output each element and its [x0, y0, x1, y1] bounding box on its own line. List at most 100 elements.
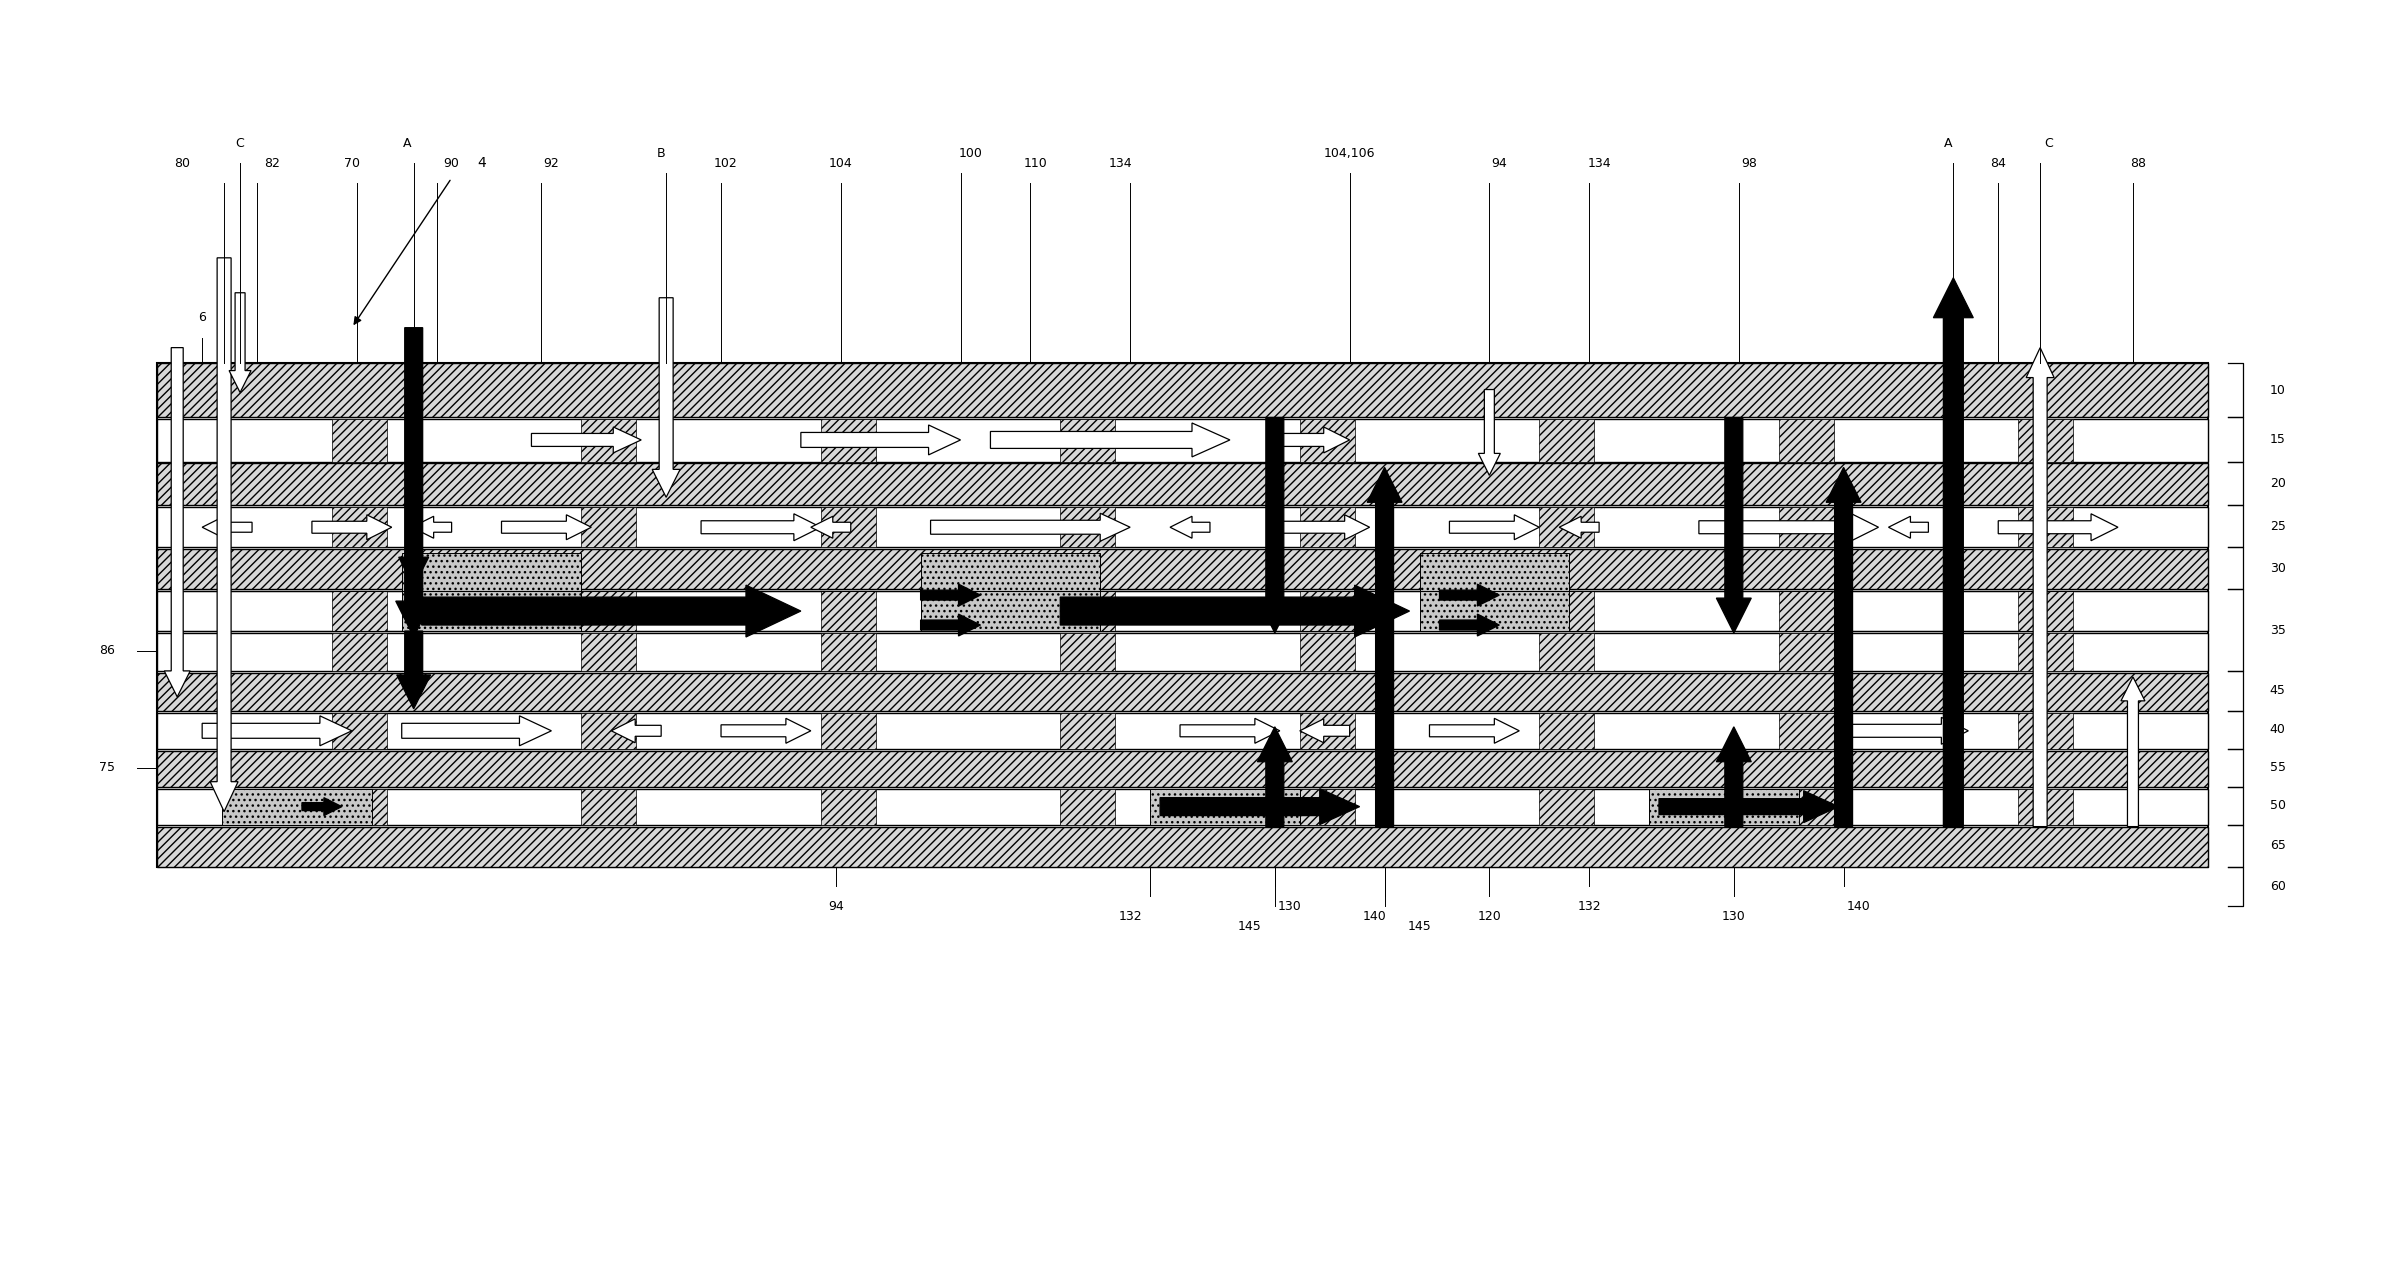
FancyArrow shape — [651, 298, 680, 497]
Bar — [1061, 591, 1116, 631]
Text: 65: 65 — [2271, 839, 2285, 852]
FancyArrow shape — [611, 719, 661, 743]
Text: 90: 90 — [444, 157, 460, 170]
FancyArrow shape — [1848, 718, 1968, 744]
FancyArrow shape — [1450, 515, 1538, 540]
Text: 15: 15 — [2271, 433, 2285, 447]
Bar — [921, 553, 1099, 631]
Text: 60: 60 — [2271, 880, 2285, 893]
Text: 80: 80 — [174, 157, 191, 170]
Bar — [401, 553, 582, 631]
FancyArrow shape — [501, 515, 591, 540]
Text: A: A — [403, 137, 410, 149]
Bar — [820, 633, 875, 670]
FancyArrow shape — [1441, 584, 1500, 607]
Bar — [2018, 591, 2073, 631]
FancyArrow shape — [398, 549, 429, 587]
Bar — [1300, 591, 1355, 631]
Text: 84: 84 — [1991, 157, 2006, 170]
Bar — [1779, 591, 1834, 631]
Text: 40: 40 — [2271, 723, 2285, 737]
FancyArrow shape — [396, 631, 432, 709]
FancyArrow shape — [990, 423, 1231, 457]
Bar — [2018, 419, 2073, 462]
Bar — [157, 464, 2209, 506]
Bar — [332, 507, 386, 548]
Bar — [582, 713, 637, 748]
Bar — [332, 591, 386, 631]
Bar — [157, 789, 2209, 825]
Bar — [1300, 789, 1355, 825]
Bar — [157, 751, 2209, 787]
Text: 30: 30 — [2271, 562, 2285, 575]
FancyArrow shape — [720, 719, 811, 743]
Bar — [2018, 789, 2073, 825]
Bar — [820, 507, 875, 548]
FancyArrow shape — [1889, 516, 1929, 538]
FancyArrow shape — [312, 515, 391, 540]
FancyArrow shape — [1717, 727, 1751, 826]
Bar — [157, 673, 2209, 711]
Text: 120: 120 — [1476, 911, 1500, 923]
Text: 92: 92 — [544, 157, 558, 170]
FancyArrow shape — [1479, 389, 1500, 475]
FancyArrow shape — [1934, 278, 1972, 826]
FancyArrow shape — [210, 258, 239, 812]
Bar — [820, 789, 875, 825]
Bar — [157, 826, 2209, 867]
Bar — [582, 591, 637, 631]
Bar — [1779, 789, 1834, 825]
FancyArrow shape — [1429, 719, 1519, 743]
Bar — [820, 591, 875, 631]
Bar — [157, 363, 2209, 418]
Text: 88: 88 — [2130, 157, 2146, 170]
FancyArrow shape — [811, 516, 851, 538]
FancyArrow shape — [1159, 789, 1359, 825]
Bar — [582, 419, 637, 462]
Text: 45: 45 — [2271, 684, 2285, 697]
Bar — [157, 419, 2209, 462]
Text: C: C — [236, 137, 243, 149]
Text: 94: 94 — [1491, 157, 1507, 170]
Text: 145: 145 — [1407, 919, 1431, 933]
Bar — [1061, 633, 1116, 670]
Bar — [222, 789, 372, 825]
Text: 86: 86 — [100, 645, 114, 658]
Bar — [1779, 633, 1834, 670]
Text: 132: 132 — [1119, 911, 1142, 923]
Bar — [1538, 789, 1593, 825]
Text: 104,106: 104,106 — [1324, 147, 1376, 160]
FancyArrow shape — [801, 425, 961, 455]
Bar — [157, 633, 2209, 670]
Text: 55: 55 — [2271, 761, 2285, 774]
Text: A: A — [1944, 137, 1953, 149]
Text: 140: 140 — [1362, 911, 1386, 923]
Text: 104: 104 — [830, 157, 854, 170]
Text: 75: 75 — [100, 761, 114, 774]
Text: 94: 94 — [828, 900, 844, 913]
Text: 25: 25 — [2271, 520, 2285, 533]
Text: 4: 4 — [477, 156, 487, 170]
Bar — [1300, 713, 1355, 748]
FancyArrow shape — [1660, 790, 1839, 822]
Bar — [1538, 713, 1593, 748]
FancyArrow shape — [701, 513, 820, 540]
Bar — [1648, 789, 1798, 825]
FancyArrow shape — [921, 614, 980, 636]
Bar — [1061, 507, 1116, 548]
Text: 140: 140 — [1846, 900, 1870, 913]
Bar — [820, 419, 875, 462]
Text: 50: 50 — [2271, 799, 2285, 812]
Bar — [1779, 713, 1834, 748]
FancyArrow shape — [1999, 513, 2118, 540]
Bar — [332, 633, 386, 670]
Bar — [1061, 713, 1116, 748]
Bar — [1779, 419, 1834, 462]
FancyArrow shape — [422, 585, 801, 637]
FancyArrow shape — [303, 798, 341, 816]
Bar — [1779, 507, 1834, 548]
Bar — [157, 713, 2209, 748]
FancyArrow shape — [1257, 727, 1293, 826]
Bar — [1300, 419, 1355, 462]
FancyArrow shape — [930, 513, 1130, 541]
